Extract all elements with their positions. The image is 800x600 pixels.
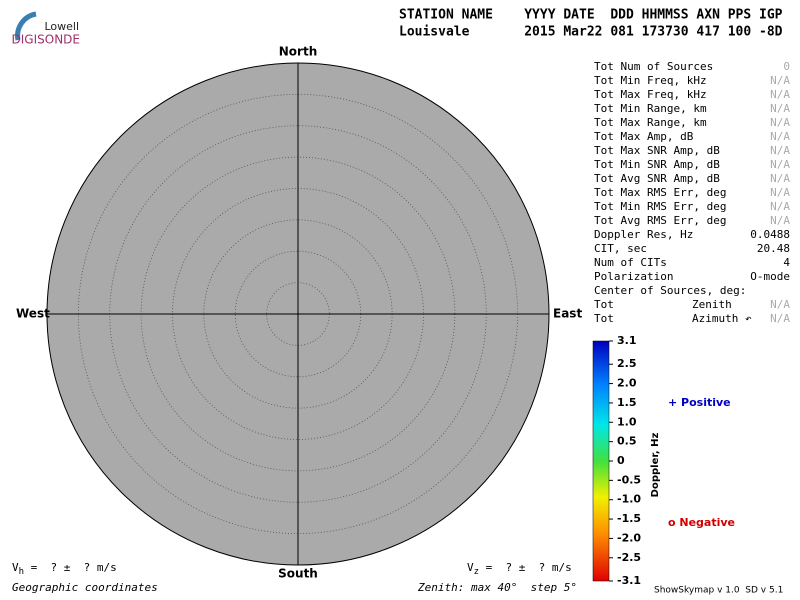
velocity-text: = ? ± ? m/s xyxy=(479,561,572,574)
velocity-text: = ? ± ? m/s xyxy=(24,561,117,574)
direction-label: West xyxy=(16,307,50,321)
stat-label: Tot xyxy=(594,312,614,325)
colorbar-tick-label: 2.5 xyxy=(617,357,637,370)
stat-label: Tot Min Freq, kHz xyxy=(594,74,707,87)
stat-name: Azimuth ↶ xyxy=(692,312,752,325)
stat-label: Tot Max Amp, dB xyxy=(594,130,694,143)
stat-value: N/A xyxy=(770,144,790,157)
colorbar-tick-label: 2.0 xyxy=(617,377,637,390)
subscript: z xyxy=(474,567,479,577)
stat-label: Num of CITs xyxy=(594,256,667,269)
stat-name: Zenith xyxy=(692,298,732,311)
subscript: h xyxy=(19,567,24,577)
colorbar-tick-label: 3.1 xyxy=(617,334,637,347)
version: ShowSkymap v 1.0 SD v 5.1 xyxy=(654,586,783,596)
stat-label: CIT, sec xyxy=(594,242,647,255)
header-line: Louisvale 2015 Mar22 081 173730 417 100 … xyxy=(399,25,783,40)
colorbar-tick-label: -3.1 xyxy=(617,574,641,587)
stat-label: Tot Min RMS Err, deg xyxy=(594,200,726,213)
colorbar-scale: 3.1 2.5 2.0 1.5 1.0 0.5 0 -0.5 -1.0 -1.5 -2.0 -2.5 -… xyxy=(609,334,641,587)
stat-label: Tot Min Range, km xyxy=(594,102,707,115)
colorbar-tick-label: 0.5 xyxy=(617,435,637,448)
stat-heading: Center of Sources, deg: xyxy=(594,284,746,297)
stat-value: 0.0488 xyxy=(750,228,790,241)
symbol: V xyxy=(12,561,19,574)
stat-value: N/A xyxy=(770,312,790,325)
logo-bottom: DIGISONDE xyxy=(12,33,80,47)
colorbar-tick-label: -0.5 xyxy=(617,473,641,486)
direction-label: South xyxy=(278,567,318,581)
stat-value: N/A xyxy=(770,172,790,185)
colorbar-tick-label: -1.5 xyxy=(617,512,641,525)
symbol: V xyxy=(467,561,474,574)
colorbar xyxy=(592,340,610,582)
stat-value: N/A xyxy=(770,116,790,129)
stat-value: 4 xyxy=(783,256,790,269)
direction-label: North xyxy=(279,45,317,59)
polar-plot xyxy=(46,62,550,566)
logo-top: Lowell xyxy=(44,20,79,33)
stat-value: 20.48 xyxy=(757,242,790,255)
stat-value: N/A xyxy=(770,186,790,199)
stat-value: O-mode xyxy=(750,270,790,283)
stat-label: Tot Max Range, km xyxy=(594,116,707,129)
stat-label: Tot xyxy=(594,298,614,311)
colorbar-tick-label: 1.5 xyxy=(617,396,637,409)
stat-value: N/A xyxy=(770,130,790,143)
stat-label: Tot Max Freq, kHz xyxy=(594,88,707,101)
stat-label: Tot Num of Sources xyxy=(594,60,713,73)
colorbar-tick-label: -2.0 xyxy=(617,531,641,544)
stats-table: Tot Num of Sources 0 Tot Min Freq, kHz N/A T… xyxy=(594,60,790,325)
stat-value: N/A xyxy=(770,298,790,311)
logo: Lowell DIGISONDE xyxy=(12,11,80,47)
colorbar-tick-label: 0 xyxy=(617,454,625,467)
colorbar-tick-label: 1.0 xyxy=(617,415,637,428)
direction-label: East xyxy=(553,307,582,321)
stat-label: Tot Min SNR Amp, dB xyxy=(594,158,720,171)
velocity-z: Vz = ? ± ? m/s xyxy=(467,561,572,577)
stat-value: N/A xyxy=(770,102,790,115)
velocity-h: Vh = ? ± ? m/s xyxy=(12,561,117,577)
zenith-note: Zenith: max 40° step 5° xyxy=(417,581,577,594)
stat-label: Tot Avg RMS Err, deg xyxy=(594,214,726,227)
header-line: STATION NAME YYYY DATE DDD HHMMSS AXN PP… xyxy=(399,8,783,23)
legend-positive: + Positive xyxy=(668,396,731,409)
stat-value: N/A xyxy=(770,74,790,87)
stat-label: Doppler Res, Hz xyxy=(594,228,693,241)
stat-value: N/A xyxy=(770,88,790,101)
colorbar-tick-label: -1.0 xyxy=(617,493,641,506)
legend-negative: o Negative xyxy=(668,516,735,529)
stat-value: 0 xyxy=(783,60,790,73)
stat-value: N/A xyxy=(770,214,790,227)
colorbar-tick-label: -2.5 xyxy=(617,551,641,564)
stat-value: N/A xyxy=(770,158,790,171)
stat-label: Tot Max SNR Amp, dB xyxy=(594,144,720,157)
logo-swoosh xyxy=(15,11,37,41)
colorbar-label: Doppler, Hz xyxy=(650,433,661,498)
stat-label: Tot Max RMS Err, deg xyxy=(594,186,726,199)
stat-value: N/A xyxy=(770,200,790,213)
stat-label: Polarization xyxy=(594,270,673,283)
stat-label: Tot Avg SNR Amp, dB xyxy=(594,172,720,185)
coords-note: Geographic coordinates xyxy=(12,581,158,594)
